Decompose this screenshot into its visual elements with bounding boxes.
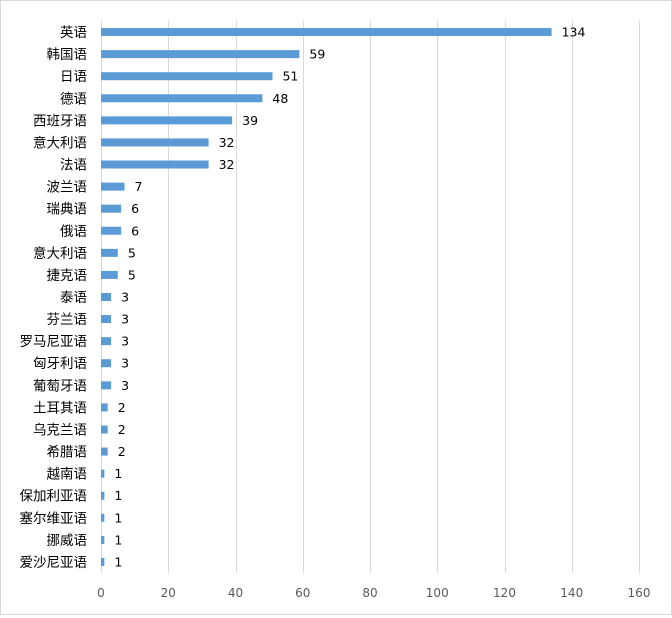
category-label: 意大利语 xyxy=(33,134,87,151)
data-label: 1 xyxy=(114,554,122,569)
bar xyxy=(101,28,552,37)
bar xyxy=(101,116,233,125)
category-label: 土耳其语 xyxy=(33,400,87,416)
data-label: 3 xyxy=(121,290,129,305)
gridlines xyxy=(101,21,640,573)
category-label: 瑞典语 xyxy=(47,202,88,218)
category-label: 保加利亚语 xyxy=(20,489,88,505)
data-label: 1 xyxy=(114,532,122,547)
data-label: 32 xyxy=(219,157,235,172)
category-label: 葡萄牙语 xyxy=(33,378,87,394)
bar xyxy=(101,491,105,500)
data-label: 134 xyxy=(562,25,586,40)
data-label: 1 xyxy=(114,488,122,503)
category-label: 英语 xyxy=(60,24,87,41)
category-label: 泰语 xyxy=(60,290,87,306)
bar xyxy=(101,557,105,566)
data-label: 3 xyxy=(121,378,129,393)
category-label: 乌克兰语 xyxy=(33,422,87,438)
bar xyxy=(101,425,108,434)
category-label: 捷克语 xyxy=(47,268,88,284)
category-label: 塞尔维亚语 xyxy=(20,510,88,527)
category-label: 韩国语 xyxy=(47,47,88,63)
category-label: 俄语 xyxy=(60,224,87,240)
category-label: 希腊语 xyxy=(47,445,88,461)
bar xyxy=(101,359,112,368)
category-label: 芬兰语 xyxy=(47,312,88,328)
data-label: 7 xyxy=(135,179,143,194)
category-label: 日语 xyxy=(60,69,87,85)
bar xyxy=(101,469,105,478)
data-label: 59 xyxy=(309,47,325,62)
x-tick-label: 20 xyxy=(161,586,176,600)
bar xyxy=(101,403,108,412)
x-tick-label: 80 xyxy=(362,586,377,600)
category-label: 匈牙利语 xyxy=(33,356,87,372)
data-label: 3 xyxy=(121,334,129,349)
bar xyxy=(101,513,105,522)
category-label: 越南语 xyxy=(47,467,88,483)
data-label: 2 xyxy=(118,444,126,459)
data-label: 5 xyxy=(128,267,136,282)
data-label: 3 xyxy=(121,356,129,371)
data-label: 3 xyxy=(121,312,129,327)
bar xyxy=(101,182,125,191)
bar xyxy=(101,337,112,346)
x-tick-label: 40 xyxy=(228,586,243,600)
category-label: 西班牙语 xyxy=(33,113,87,129)
bars xyxy=(101,28,552,566)
bar xyxy=(101,270,118,279)
x-tick-label: 140 xyxy=(560,586,583,600)
x-tick-label: 100 xyxy=(426,586,449,600)
x-tick-label: 60 xyxy=(295,586,310,600)
bar xyxy=(101,72,273,81)
bar xyxy=(101,535,105,544)
data-label: 5 xyxy=(128,245,136,260)
category-label: 意大利语 xyxy=(33,245,87,262)
category-label: 罗马尼亚语 xyxy=(20,334,88,350)
category-label: 法语 xyxy=(60,158,87,174)
category-label: 德语 xyxy=(60,91,87,107)
data-label: 1 xyxy=(114,510,122,525)
value-axis: 0 20 40 60 80 100 120 140 160 xyxy=(97,586,650,600)
bar xyxy=(101,381,112,390)
data-label: 48 xyxy=(272,91,288,106)
bar xyxy=(101,204,122,213)
x-tick-label: 160 xyxy=(628,586,651,600)
category-label: 爱沙尼亚语 xyxy=(20,555,88,571)
data-label: 6 xyxy=(131,223,139,238)
data-label: 39 xyxy=(242,113,258,128)
bar xyxy=(101,447,108,456)
bar xyxy=(101,160,209,169)
data-label: 2 xyxy=(118,422,126,437)
bar xyxy=(101,226,122,235)
x-tick-label: 0 xyxy=(97,586,105,600)
bar xyxy=(101,315,112,324)
bar xyxy=(101,293,112,301)
data-label: 2 xyxy=(118,400,126,415)
category-label: 挪威语 xyxy=(47,533,88,549)
bar xyxy=(101,50,300,59)
bar xyxy=(101,138,209,147)
category-axis: 英语韩国语日语德语西班牙语意大利语法语波兰语瑞典语俄语意大利语捷克语泰语芬兰语罗… xyxy=(20,24,88,571)
data-label: 32 xyxy=(219,135,235,150)
data-label: 6 xyxy=(131,201,139,216)
bar xyxy=(101,248,118,257)
x-tick-label: 120 xyxy=(493,586,516,600)
data-label: 51 xyxy=(282,69,298,84)
data-label: 1 xyxy=(114,466,122,481)
bar xyxy=(101,94,263,103)
category-label: 波兰语 xyxy=(47,180,88,196)
